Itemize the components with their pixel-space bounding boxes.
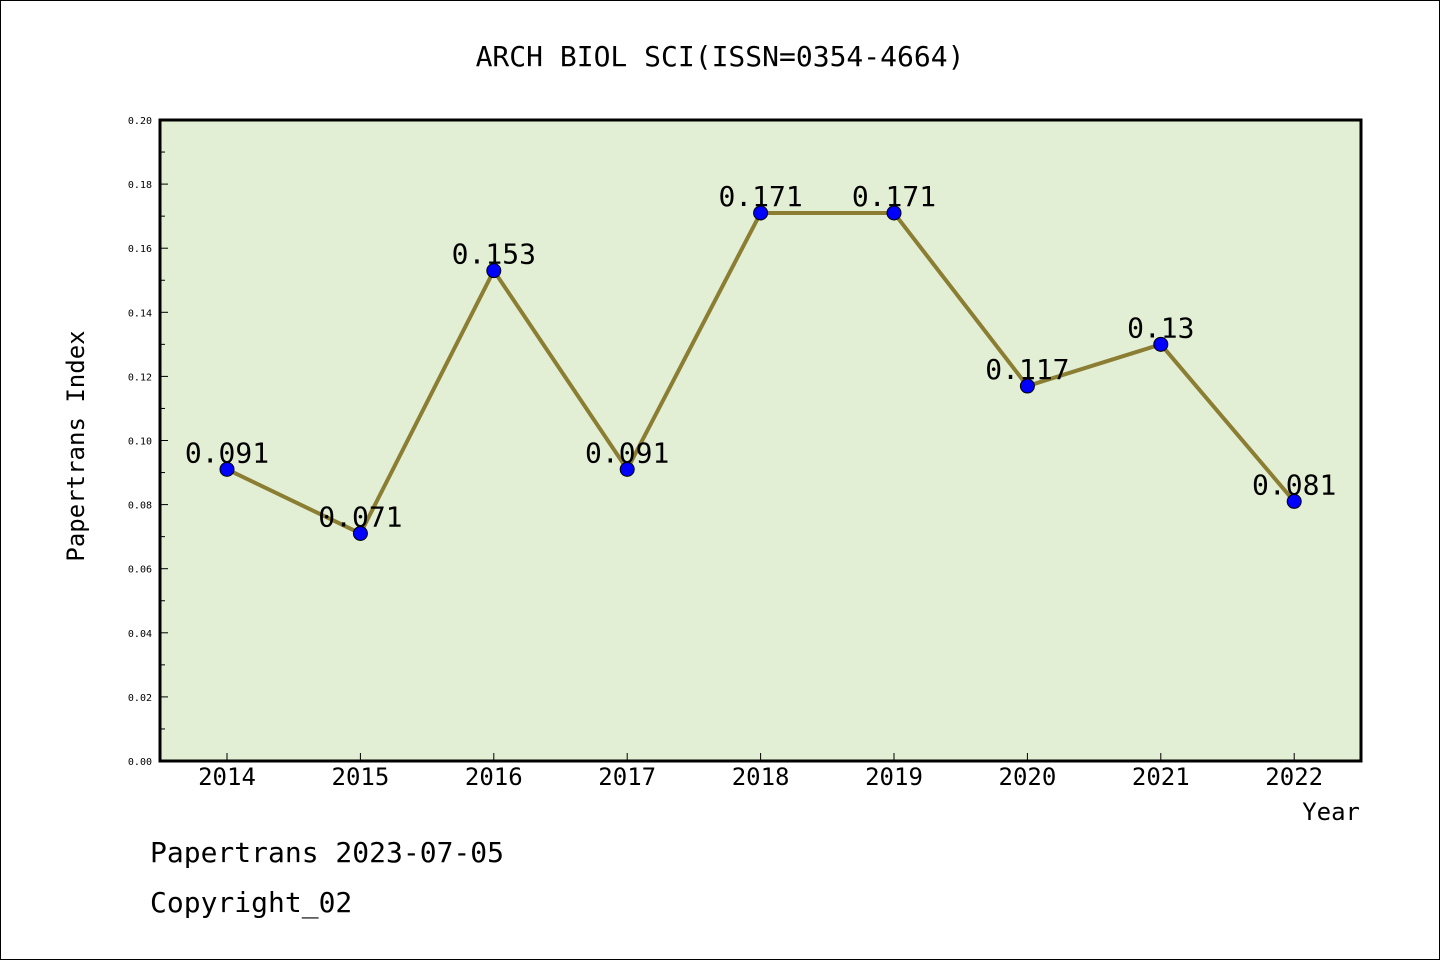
data-point	[1153, 336, 1169, 352]
y-tick-label: 0.00	[128, 757, 152, 768]
data-label: 0.091	[185, 436, 269, 469]
data-label: 0.171	[718, 180, 802, 213]
data-point	[753, 205, 769, 221]
data-label: 0.153	[452, 238, 536, 271]
y-tick-label: 0.08	[128, 501, 152, 512]
data-point	[1286, 493, 1302, 509]
y-tick-label: 0.10	[128, 437, 152, 448]
data-label: 0.091	[585, 436, 669, 469]
x-tick-label: 2020	[999, 763, 1057, 791]
y-tick-label: 0.12	[128, 372, 152, 383]
x-tick-label: 2015	[332, 763, 390, 791]
y-axis-label: Papertrans Index	[62, 330, 90, 561]
footer-copyright-text: Copyright_02	[150, 886, 353, 919]
data-label: 0.117	[985, 353, 1069, 386]
x-tick-label: 2017	[598, 763, 656, 791]
y-tick-label: 0.02	[128, 693, 152, 704]
data-point	[219, 461, 235, 477]
data-point	[352, 525, 368, 541]
x-axis-label: Year	[1302, 798, 1360, 826]
data-point	[619, 461, 635, 477]
x-tick-label: 2022	[1265, 763, 1323, 791]
y-tick-label: 0.04	[128, 629, 152, 640]
series-layer: 0.091 0.071 0.153 0.091 0.171 0.171 0.117 0.13 0…	[185, 180, 1336, 541]
axis-ticks: 0.00 0.02 0.04 0.06 0.08 0.10 0.12 0.14 0.16 0.18…	[128, 116, 1323, 791]
plot-area	[160, 120, 1361, 761]
y-tick-label: 0.20	[128, 116, 152, 127]
y-tick-label: 0.18	[128, 180, 152, 191]
x-tick-label: 2019	[865, 763, 923, 791]
x-tick-label: 2018	[732, 763, 790, 791]
y-tick-label: 0.16	[128, 244, 152, 255]
data-label: 0.171	[852, 180, 936, 213]
y-tick-label: 0.06	[128, 565, 152, 576]
data-label: 0.071	[318, 500, 402, 533]
y-tick-label: 0.14	[128, 308, 152, 319]
plot-border	[158, 118, 1363, 763]
x-tick-label: 2021	[1132, 763, 1190, 791]
data-label: 0.13	[1127, 311, 1194, 344]
x-tick-label: 2016	[465, 763, 523, 791]
x-tick-label: 2014	[198, 763, 256, 791]
data-point	[1019, 378, 1035, 394]
footer-date-text: Papertrans 2023-07-05	[150, 836, 505, 869]
data-point	[486, 263, 502, 279]
chart-title: ARCH BIOL SCI(ISSN=0354-4664)	[476, 40, 965, 73]
data-point	[886, 205, 902, 221]
data-label: 0.081	[1252, 468, 1336, 501]
